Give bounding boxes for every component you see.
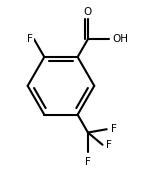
Text: F: F [111,124,116,134]
Text: F: F [106,140,112,150]
Text: F: F [85,157,91,167]
Text: OH: OH [112,34,128,44]
Text: O: O [84,7,92,17]
Text: F: F [27,34,33,44]
